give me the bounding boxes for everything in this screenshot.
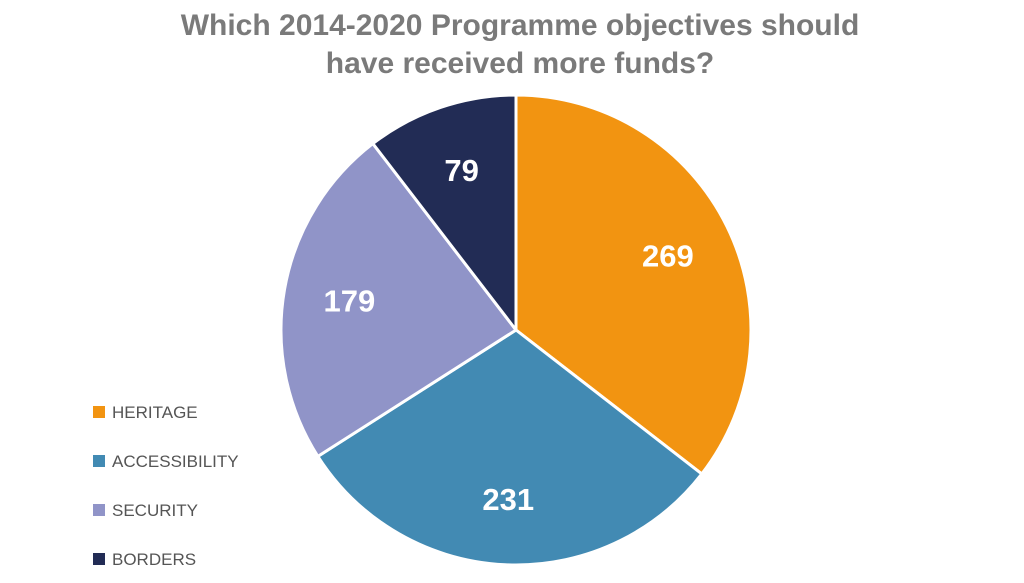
legend: HERITAGE ACCESSIBILITY SECURITY BORDERS [93,403,239,569]
pie-slices [279,93,753,567]
chart-title-line-2: have received more funds? [326,47,714,80]
data-label-security: 179 [323,284,375,319]
data-label-heritage: 269 [642,239,694,274]
legend-swatch-security [93,504,105,516]
pie-data-labels: 269 231 179 79 [323,153,693,517]
chart-title: Which 2014-2020 Programme objectives sho… [181,9,860,80]
legend-label-accessibility: ACCESSIBILITY [112,452,239,471]
pie-slice-borders [371,93,518,332]
legend-swatch-heritage [93,406,105,418]
legend-swatch-borders [93,553,105,565]
legend-label-borders: BORDERS [112,550,196,569]
pie-slice-heritage [514,93,753,476]
legend-label-heritage: HERITAGE [112,403,198,422]
pie-slice-security [279,142,518,458]
data-label-borders: 79 [444,153,478,188]
legend-label-security: SECURITY [112,501,198,520]
chart-title-line-1: Which 2014-2020 Programme objectives sho… [181,9,860,42]
legend-swatch-accessibility [93,455,105,467]
pie-slice-accessibility [316,328,704,567]
data-label-accessibility: 231 [482,482,534,517]
